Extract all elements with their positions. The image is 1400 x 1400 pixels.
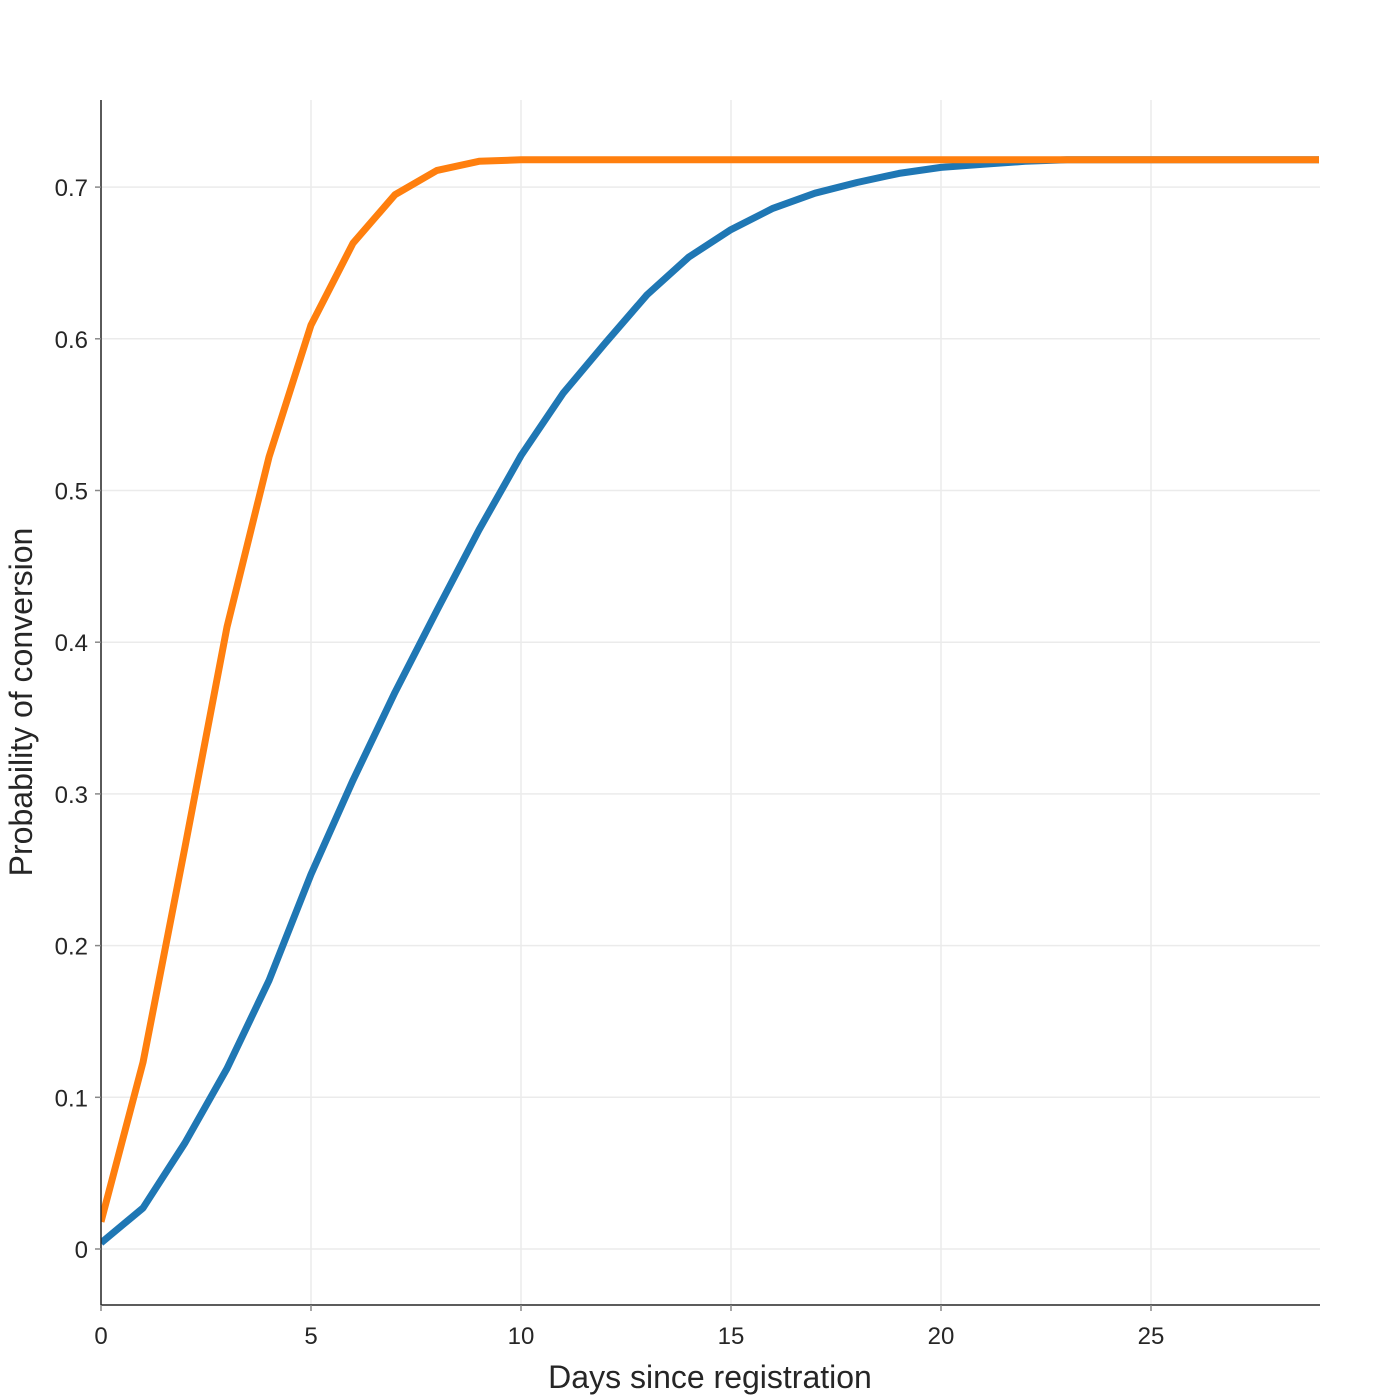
grid-lines bbox=[100, 100, 1320, 1305]
x-tick-label: 20 bbox=[928, 1323, 955, 1350]
axes bbox=[100, 100, 1320, 1306]
series-line-orange bbox=[101, 156, 1319, 1223]
y-tick-label: 0.1 bbox=[55, 1085, 88, 1112]
x-tick-label: 10 bbox=[508, 1323, 535, 1350]
x-tick-label: 5 bbox=[304, 1323, 317, 1350]
x-tick-label: 15 bbox=[718, 1323, 745, 1350]
y-tick-label: 0.5 bbox=[55, 479, 88, 506]
y-tick-label: 0.4 bbox=[55, 630, 88, 657]
y-tick-label: 0.2 bbox=[55, 934, 88, 961]
y-axis-title: Probability of conversion bbox=[3, 528, 39, 877]
y-tick-label: 0.6 bbox=[55, 327, 88, 354]
y-tick-label: 0.7 bbox=[55, 175, 88, 202]
y-tick-label: 0.3 bbox=[55, 782, 88, 809]
data-series bbox=[101, 156, 1319, 1246]
x-tick-label: 0 bbox=[94, 1323, 107, 1350]
tick-labels: 0 5 10 15 20 25 0 0.1 0.2 0.3 0.4 0.5 0.6 0.7 bbox=[55, 175, 1165, 1350]
x-tick-label: 25 bbox=[1138, 1323, 1165, 1350]
y-tick-label: 0 bbox=[75, 1237, 88, 1264]
x-axis-title: Days since registration bbox=[548, 1359, 872, 1395]
series-line-blue bbox=[101, 156, 1319, 1246]
